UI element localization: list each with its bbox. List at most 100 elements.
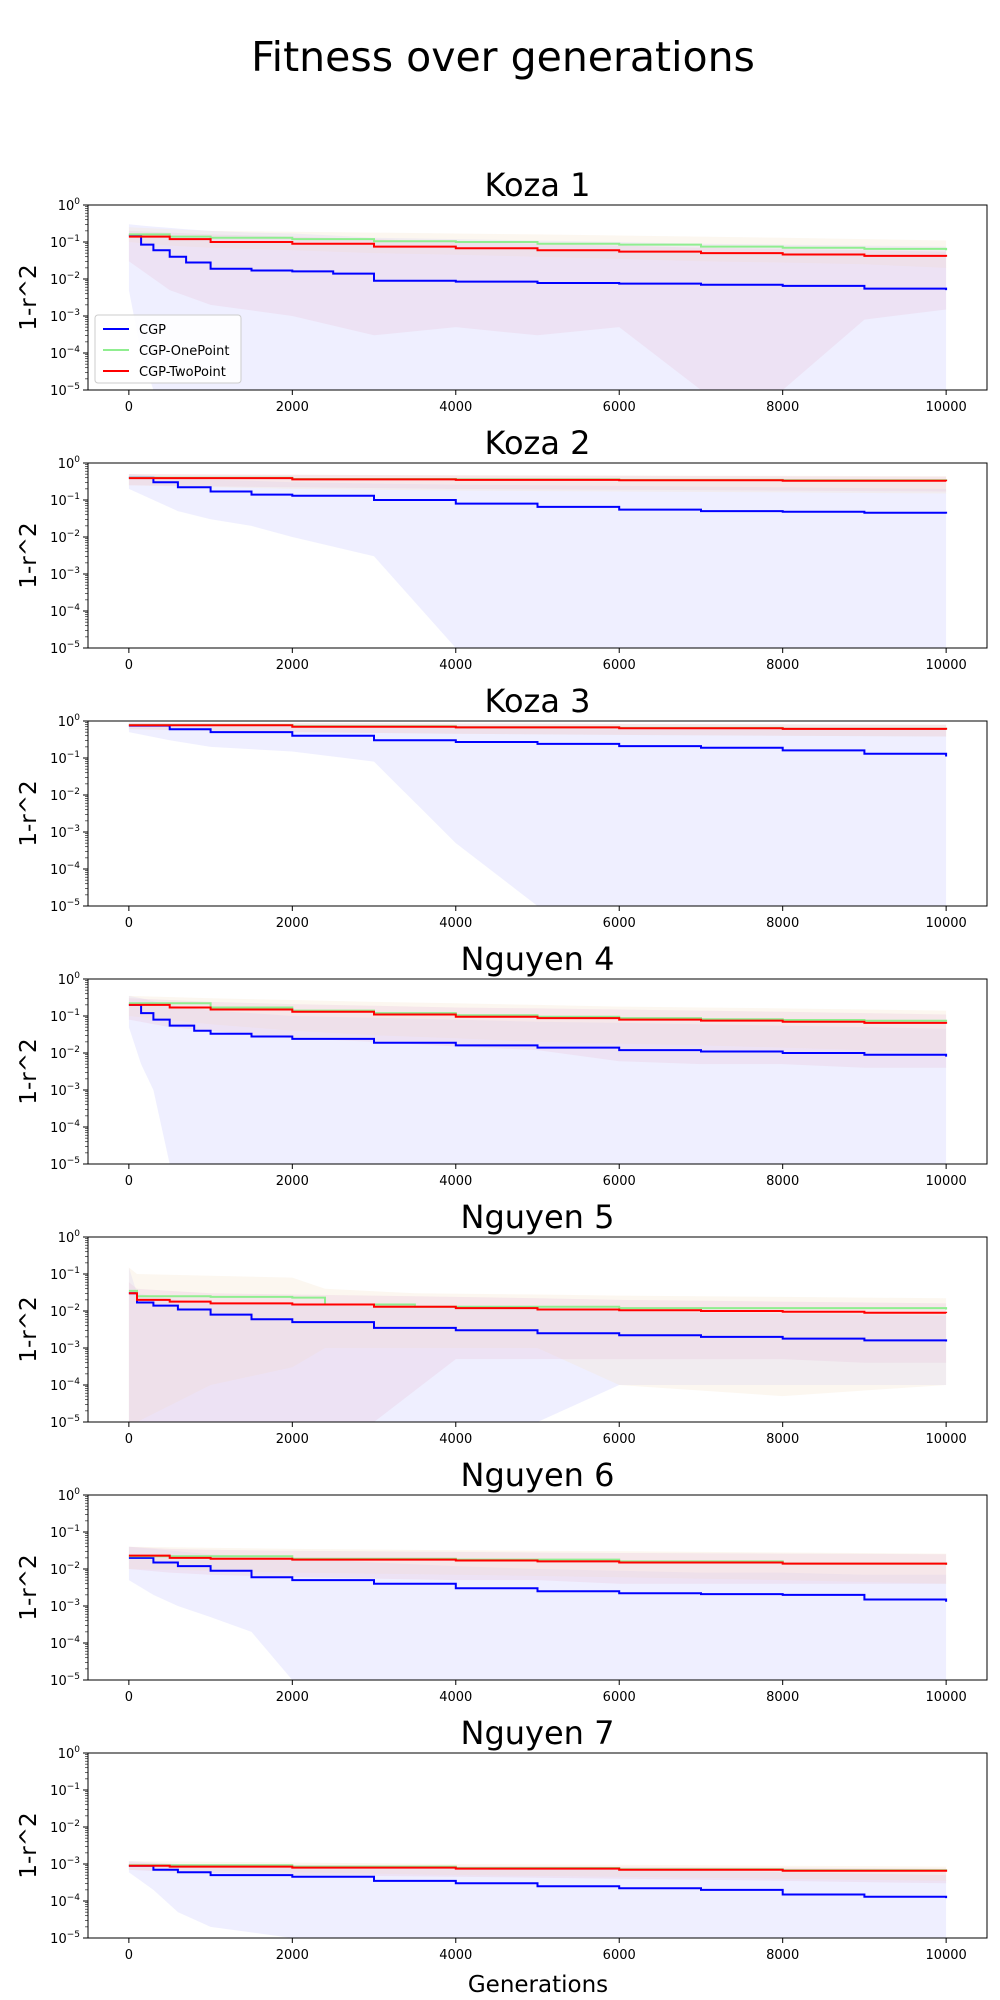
band-cgp (128, 722, 947, 906)
legend-entry: CGP-OnePoint (139, 344, 230, 359)
x-tick-label: 2000 (276, 658, 309, 673)
panel-3: Nguyen 41-r^20 2000 4000 6000 8000 1000010−51… (16, 940, 988, 1189)
plot-area (128, 1267, 948, 1422)
x-tick-label: 4000 (439, 1690, 472, 1705)
line-cgp (128, 724, 948, 757)
line-cgp-twopoint (128, 477, 948, 482)
band-cgp-twopoint (128, 1546, 947, 1584)
band-cgp-twopoint (128, 1282, 947, 1422)
line-cgp (128, 476, 948, 514)
x-tick-label: 8000 (766, 1948, 799, 1963)
legend: CGP CGP-OnePoint CGP-TwoPoint (94, 314, 242, 384)
panel-5: Nguyen 61-r^20 2000 4000 6000 8000 1000010−51… (16, 1456, 988, 1705)
x-tick-label: 4000 (439, 1948, 472, 1963)
x-tick-label: 6000 (603, 1174, 636, 1189)
line-cgp (128, 1003, 948, 1057)
x-tick-label: 0 (125, 400, 133, 415)
panels: Koza 11-r^20 2000 4000 6000 8000 1000010−510−… (16, 166, 988, 1963)
plot-area (128, 1861, 948, 1938)
band-cgp (128, 1861, 947, 1938)
x-tick-label: 8000 (766, 400, 799, 415)
plot-area (128, 224, 948, 390)
line-cgp-onepoint (128, 233, 948, 251)
x-tick-label: 6000 (603, 1432, 636, 1447)
x-tick-label: 0 (125, 1432, 133, 1447)
band-cgp-twopoint (128, 998, 947, 1068)
axes-frame (87, 462, 988, 649)
panel-title: Nguyen 7 (461, 1714, 615, 1752)
x-tick-label: 10000 (925, 1432, 966, 1447)
axes-frame (87, 978, 988, 1165)
x-tick-label: 4000 (439, 400, 472, 415)
x-tick-label: 8000 (766, 658, 799, 673)
y-axis-label: 1-r^2 (16, 1038, 42, 1104)
line-cgp (128, 1864, 948, 1899)
line-cgp-twopoint (128, 724, 948, 730)
x-tick-label: 6000 (603, 1948, 636, 1963)
x-tick-label: 0 (125, 1690, 133, 1705)
x-tick-label: 8000 (766, 1174, 799, 1189)
panel-6: Nguyen 71-r^20 2000 4000 6000 8000 1000010−51… (16, 1714, 988, 1963)
panel-title: Koza 2 (485, 424, 591, 462)
axes-frame (87, 720, 988, 907)
y-axis-label: 1-r^2 (16, 1296, 42, 1362)
y-axis-label: 1-r^2 (16, 1812, 42, 1878)
axes-frame (87, 1236, 988, 1423)
line-cgp-twopoint (128, 1554, 948, 1565)
line-cgp-twopoint (128, 1864, 948, 1872)
x-tick-label: 4000 (439, 1432, 472, 1447)
plot-area (128, 1546, 948, 1680)
panel-0: Koza 11-r^20 2000 4000 6000 8000 1000010−510−… (16, 166, 988, 415)
x-tick-label: 0 (125, 1948, 133, 1963)
x-tick-label: 4000 (439, 1174, 472, 1189)
legend-entry: CGP-TwoPoint (139, 365, 226, 380)
x-tick-label: 6000 (603, 916, 636, 931)
panel-title: Koza 3 (485, 682, 591, 720)
axes-frame (87, 1752, 988, 1939)
panel-4: Nguyen 51-r^20 2000 4000 6000 8000 1000010−51… (16, 1198, 988, 1447)
y-axis-label: 1-r^2 (16, 264, 42, 330)
x-tick-label: 2000 (276, 916, 309, 931)
x-tick-label: 2000 (276, 1948, 309, 1963)
y-axis-label: 1-r^2 (16, 522, 42, 588)
x-tick-label: 8000 (766, 916, 799, 931)
x-tick-label: 6000 (603, 400, 636, 415)
figure-title: Fitness over generations (251, 33, 755, 81)
legend-box (94, 314, 242, 384)
panel-title: Nguyen 5 (461, 1198, 615, 1236)
axes-frame (87, 204, 988, 391)
x-tick-label: 4000 (439, 658, 472, 673)
x-tick-label: 2000 (276, 400, 309, 415)
band-cgp (128, 1267, 947, 1422)
line-cgp (128, 1556, 948, 1602)
x-tick-label: 8000 (766, 1432, 799, 1447)
x-tick-label: 2000 (276, 1432, 309, 1447)
y-axis-label: 1-r^2 (16, 1554, 42, 1620)
line-cgp-twopoint (128, 1292, 948, 1314)
x-tick-label: 0 (125, 916, 133, 931)
x-tick-label: 10000 (925, 1690, 966, 1705)
x-tick-label: 6000 (603, 1690, 636, 1705)
band-cgp-onepoint (128, 1267, 947, 1422)
line-cgp-twopoint (128, 1003, 948, 1024)
panel-title: Koza 1 (485, 166, 591, 204)
plot-area (128, 474, 948, 648)
axes-frame (87, 1494, 988, 1681)
x-tick-label: 10000 (925, 658, 966, 673)
x-tick-label: 10000 (925, 1174, 966, 1189)
plot-area (128, 995, 948, 1164)
x-tick-label: 10000 (925, 400, 966, 415)
x-axis-label: Generations (468, 1972, 608, 1998)
line-cgp-twopoint (128, 235, 948, 257)
panel-2: Koza 31-r^20 2000 4000 6000 8000 1000010−510−… (16, 682, 988, 931)
x-tick-label: 10000 (925, 916, 966, 931)
x-tick-label: 0 (125, 658, 133, 673)
x-tick-label: 4000 (439, 916, 472, 931)
band-cgp (128, 224, 947, 390)
x-tick-label: 2000 (276, 1690, 309, 1705)
panel-title: Nguyen 6 (461, 1456, 615, 1494)
band-cgp (128, 474, 947, 648)
legend-entry: CGP (139, 323, 166, 338)
x-tick-label: 0 (125, 1174, 133, 1189)
